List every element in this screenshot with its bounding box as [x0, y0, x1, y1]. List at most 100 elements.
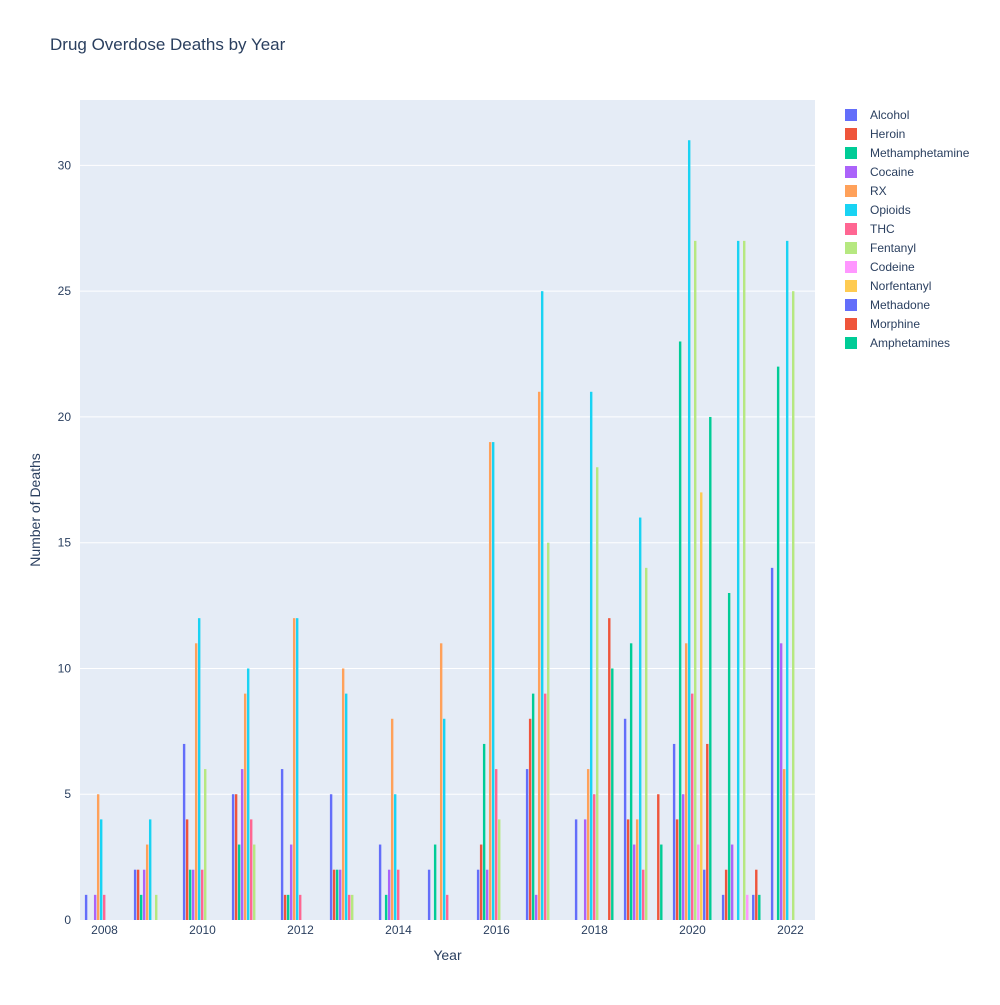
bar[interactable] [635, 819, 639, 920]
bar[interactable] [237, 844, 241, 920]
legend-item[interactable]: Amphetamines [845, 336, 950, 350]
bar[interactable] [280, 769, 284, 920]
bar[interactable] [498, 819, 501, 920]
bar[interactable] [344, 693, 348, 920]
legend-item[interactable]: Codeine [845, 260, 915, 274]
bar[interactable] [253, 844, 256, 920]
bar[interactable] [629, 643, 633, 920]
bar[interactable] [537, 391, 541, 920]
bar[interactable] [298, 894, 302, 920]
bar[interactable] [752, 894, 755, 920]
bar[interactable] [148, 819, 152, 920]
bar[interactable] [782, 769, 786, 920]
bar[interactable] [485, 869, 489, 920]
bar[interactable] [770, 567, 774, 920]
legend-item[interactable]: Opioids [845, 203, 911, 217]
bar[interactable] [96, 794, 100, 920]
bar[interactable] [779, 643, 783, 920]
bar[interactable] [746, 894, 749, 920]
bar[interactable] [743, 240, 746, 921]
bar[interactable] [295, 618, 299, 920]
bar[interactable] [393, 794, 397, 920]
legend-item[interactable]: Norfentanyl [845, 279, 931, 293]
bar[interactable] [286, 894, 290, 920]
bar[interactable] [690, 693, 694, 920]
bar[interactable] [531, 693, 535, 920]
legend-item[interactable]: Alcohol [845, 108, 909, 122]
bar[interactable] [687, 140, 691, 921]
bar[interactable] [191, 869, 195, 920]
bar[interactable] [335, 869, 339, 920]
bar[interactable] [494, 769, 498, 920]
bar[interactable] [678, 341, 682, 920]
bar[interactable] [684, 643, 688, 920]
bar[interactable] [231, 794, 235, 920]
bar[interactable] [632, 844, 636, 920]
bar[interactable] [534, 894, 538, 920]
bar[interactable] [626, 819, 630, 920]
bar[interactable] [641, 869, 645, 920]
legend-item[interactable]: Morphine [845, 317, 920, 331]
bar[interactable] [703, 869, 706, 920]
bar[interactable] [341, 668, 345, 920]
bar[interactable] [491, 442, 495, 920]
bar[interactable] [638, 517, 642, 920]
bar[interactable] [427, 869, 431, 920]
bar[interactable] [102, 894, 106, 920]
bar[interactable] [700, 492, 703, 920]
bar[interactable] [660, 844, 663, 920]
bar[interactable] [139, 894, 143, 920]
bar[interactable] [240, 769, 244, 920]
bar[interactable] [390, 718, 394, 920]
bar[interactable] [721, 894, 725, 920]
bar[interactable] [185, 819, 189, 920]
bar[interactable] [246, 668, 250, 920]
bar[interactable] [182, 743, 186, 920]
bar[interactable] [329, 794, 333, 920]
legend-item[interactable]: Fentanyl [845, 241, 916, 255]
bar[interactable] [697, 844, 700, 920]
bar[interactable] [586, 769, 590, 920]
bar[interactable] [338, 869, 342, 920]
bar[interactable] [528, 718, 532, 920]
bar[interactable] [592, 794, 596, 920]
bar[interactable] [727, 593, 731, 920]
bar[interactable] [785, 240, 789, 921]
legend-item[interactable]: RX [845, 184, 887, 198]
bar[interactable] [133, 869, 137, 920]
legend-item[interactable]: Cocaine [845, 165, 914, 179]
bar[interactable] [657, 794, 660, 920]
bar[interactable] [623, 718, 627, 920]
bar[interactable] [694, 240, 697, 921]
bar[interactable] [525, 769, 529, 920]
bar[interactable] [792, 291, 795, 920]
bar[interactable] [204, 769, 207, 920]
bar[interactable] [384, 894, 388, 920]
bar[interactable] [540, 291, 544, 920]
bar[interactable] [611, 668, 614, 920]
legend-item[interactable]: Methamphetamine [845, 146, 970, 160]
bar[interactable] [730, 844, 734, 920]
bar[interactable] [476, 869, 480, 920]
bar[interactable] [675, 819, 679, 920]
bar[interactable] [608, 618, 611, 920]
bar[interactable] [488, 442, 492, 920]
bar[interactable] [145, 844, 149, 920]
bar[interactable] [243, 693, 247, 920]
bar[interactable] [197, 618, 201, 920]
bar[interactable] [758, 894, 761, 920]
bar[interactable] [589, 391, 593, 920]
legend[interactable]: Alcohol Heroin Methamphetamine Cocaine RX Opi… [845, 108, 970, 350]
bar[interactable] [583, 819, 587, 920]
bar[interactable] [283, 894, 287, 920]
bar[interactable] [724, 869, 728, 920]
bar[interactable] [755, 869, 758, 920]
bar[interactable] [292, 618, 296, 920]
bar[interactable] [155, 894, 158, 920]
bar[interactable] [200, 869, 204, 920]
bar[interactable] [482, 743, 486, 920]
bar[interactable] [596, 467, 599, 920]
bar[interactable] [396, 869, 400, 920]
bar[interactable] [706, 743, 709, 920]
bar[interactable] [445, 894, 449, 920]
